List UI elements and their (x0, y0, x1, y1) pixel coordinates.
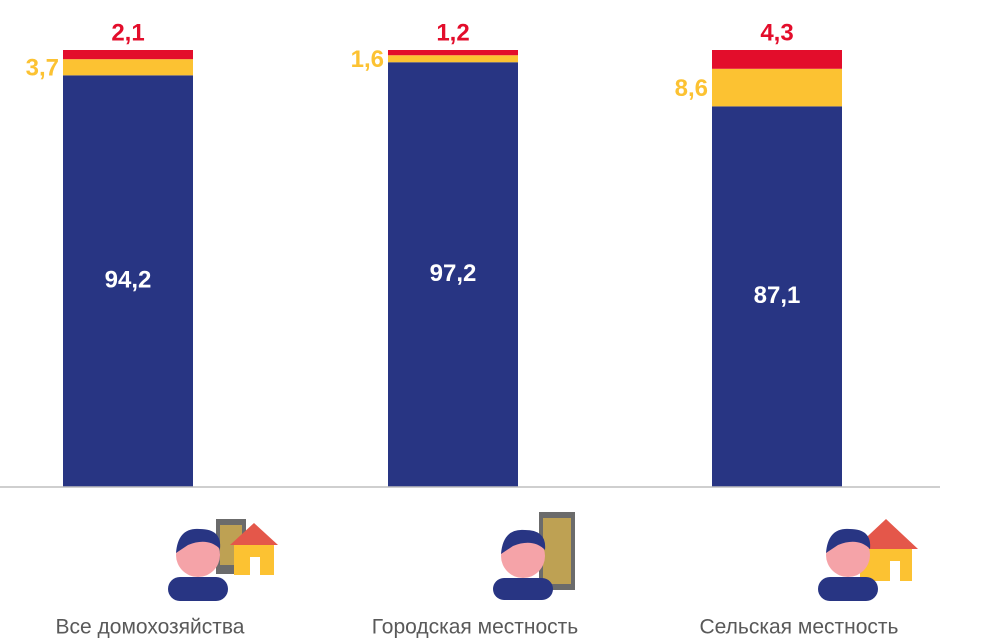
bar-segment (63, 59, 193, 76)
icon-rural (818, 519, 918, 601)
bar-segment (63, 50, 193, 60)
value-label: 1,6 (351, 46, 384, 73)
bar-segment (712, 68, 842, 107)
value-label: 8,6 (675, 75, 708, 102)
bar-segment (63, 75, 193, 487)
bar-segment (388, 55, 518, 63)
icon-all (168, 519, 278, 601)
bar-segment (388, 50, 518, 56)
x-tick-label: Городская местность (372, 616, 578, 639)
x-tick-label: Все домохозяйства (56, 616, 245, 639)
bar-segment (712, 50, 842, 69)
bar-segment (712, 106, 842, 488)
value-label: 3,7 (26, 55, 59, 82)
value-label: 87,1 (754, 282, 801, 309)
value-label: 1,2 (436, 19, 469, 46)
icons (168, 512, 918, 601)
icon-urban (493, 512, 575, 600)
x-tick-label: Сельская местность (700, 616, 899, 639)
value-label: 2,1 (111, 19, 144, 46)
value-label: 4,3 (760, 19, 793, 46)
value-label: 94,2 (105, 267, 152, 294)
value-label: 97,2 (430, 260, 477, 287)
bar-segment (388, 62, 518, 488)
